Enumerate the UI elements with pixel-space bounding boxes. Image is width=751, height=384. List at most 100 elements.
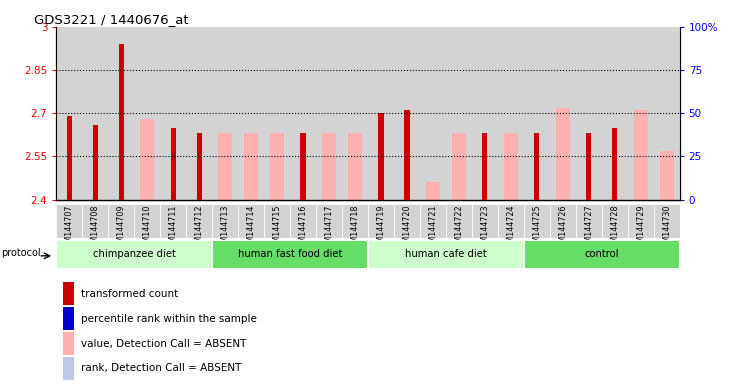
Text: rank, Detection Call = ABSENT: rank, Detection Call = ABSENT [81, 363, 242, 374]
Bar [426, 182, 440, 200]
Bar [316, 204, 342, 238]
Bar [524, 204, 550, 238]
Bar [238, 27, 264, 200]
Bar [446, 204, 472, 238]
Text: GSM144728: GSM144728 [611, 205, 620, 253]
Bar [379, 154, 384, 159]
Bar [218, 161, 232, 166]
Text: GSM144721: GSM144721 [428, 205, 437, 253]
Bar [348, 161, 362, 166]
Bar [134, 27, 160, 200]
Bar [524, 27, 550, 200]
Bar [264, 204, 290, 238]
Bar [270, 134, 284, 200]
Bar [140, 119, 155, 200]
Bar [634, 111, 648, 200]
Bar [498, 27, 524, 200]
Text: human cafe diet: human cafe diet [405, 249, 487, 260]
Bar [472, 204, 498, 238]
Bar [92, 125, 98, 200]
Text: GSM144708: GSM144708 [91, 205, 100, 253]
Bar [634, 161, 648, 166]
Bar [602, 27, 628, 200]
Text: GSM144713: GSM144713 [221, 205, 230, 253]
Bar [160, 27, 186, 200]
Text: GSM144716: GSM144716 [299, 205, 308, 253]
Bar [534, 134, 539, 200]
Bar [504, 161, 518, 166]
Text: transformed count: transformed count [81, 289, 179, 299]
Text: control: control [584, 249, 619, 260]
Text: GSM144725: GSM144725 [532, 205, 541, 253]
Bar [628, 204, 653, 238]
Bar [322, 158, 336, 162]
Bar [628, 27, 653, 200]
Bar [62, 282, 74, 305]
Bar [394, 204, 420, 238]
Bar [83, 204, 108, 238]
Bar [342, 204, 368, 238]
Bar [92, 158, 98, 162]
Bar [368, 204, 394, 238]
Bar [524, 240, 680, 269]
Bar [134, 204, 160, 238]
Bar [576, 27, 602, 200]
Bar [534, 158, 539, 162]
Bar [56, 204, 83, 238]
Bar [452, 134, 466, 200]
Bar [316, 27, 342, 200]
Text: GSM144729: GSM144729 [636, 205, 645, 253]
Bar [659, 151, 674, 200]
Bar [368, 27, 394, 200]
Bar [482, 134, 487, 200]
Bar [244, 161, 258, 166]
Bar [612, 127, 617, 200]
Bar [659, 161, 674, 166]
Bar [170, 127, 176, 200]
Bar [62, 307, 74, 330]
Bar [368, 240, 524, 269]
Text: GSM144723: GSM144723 [481, 205, 490, 253]
Bar [342, 27, 368, 200]
Bar [482, 161, 487, 166]
Bar [197, 134, 202, 200]
Text: GSM144715: GSM144715 [273, 205, 282, 253]
Bar [108, 27, 134, 200]
Bar [420, 204, 446, 238]
Bar [426, 172, 440, 176]
Bar [62, 357, 74, 380]
Text: GSM144719: GSM144719 [376, 205, 385, 253]
Text: GSM144724: GSM144724 [506, 205, 515, 253]
Bar [653, 204, 680, 238]
Bar [62, 332, 74, 355]
Bar [653, 27, 680, 200]
Text: GSM144711: GSM144711 [169, 205, 178, 253]
Bar [550, 27, 576, 200]
Text: GSM144722: GSM144722 [454, 205, 463, 253]
Bar [244, 134, 258, 200]
Text: GSM144720: GSM144720 [403, 205, 412, 253]
Bar [322, 134, 336, 200]
Bar [140, 161, 155, 166]
Bar [238, 204, 264, 238]
Bar [218, 134, 232, 200]
Bar [472, 27, 498, 200]
Bar [119, 44, 124, 200]
Bar [56, 240, 212, 269]
Bar [348, 134, 362, 200]
Text: value, Detection Call = ABSENT: value, Detection Call = ABSENT [81, 339, 246, 349]
Text: GSM144726: GSM144726 [558, 205, 567, 253]
Text: percentile rank within the sample: percentile rank within the sample [81, 314, 257, 324]
Bar [586, 158, 591, 162]
Bar [300, 134, 306, 200]
Bar [404, 111, 409, 200]
Bar [576, 204, 602, 238]
Bar [556, 161, 570, 166]
Text: chimpanzee diet: chimpanzee diet [93, 249, 176, 260]
Bar [119, 142, 124, 147]
Bar [420, 27, 446, 200]
Text: GSM144714: GSM144714 [246, 205, 255, 253]
Bar [550, 204, 576, 238]
Bar [586, 134, 591, 200]
Bar [56, 27, 83, 200]
